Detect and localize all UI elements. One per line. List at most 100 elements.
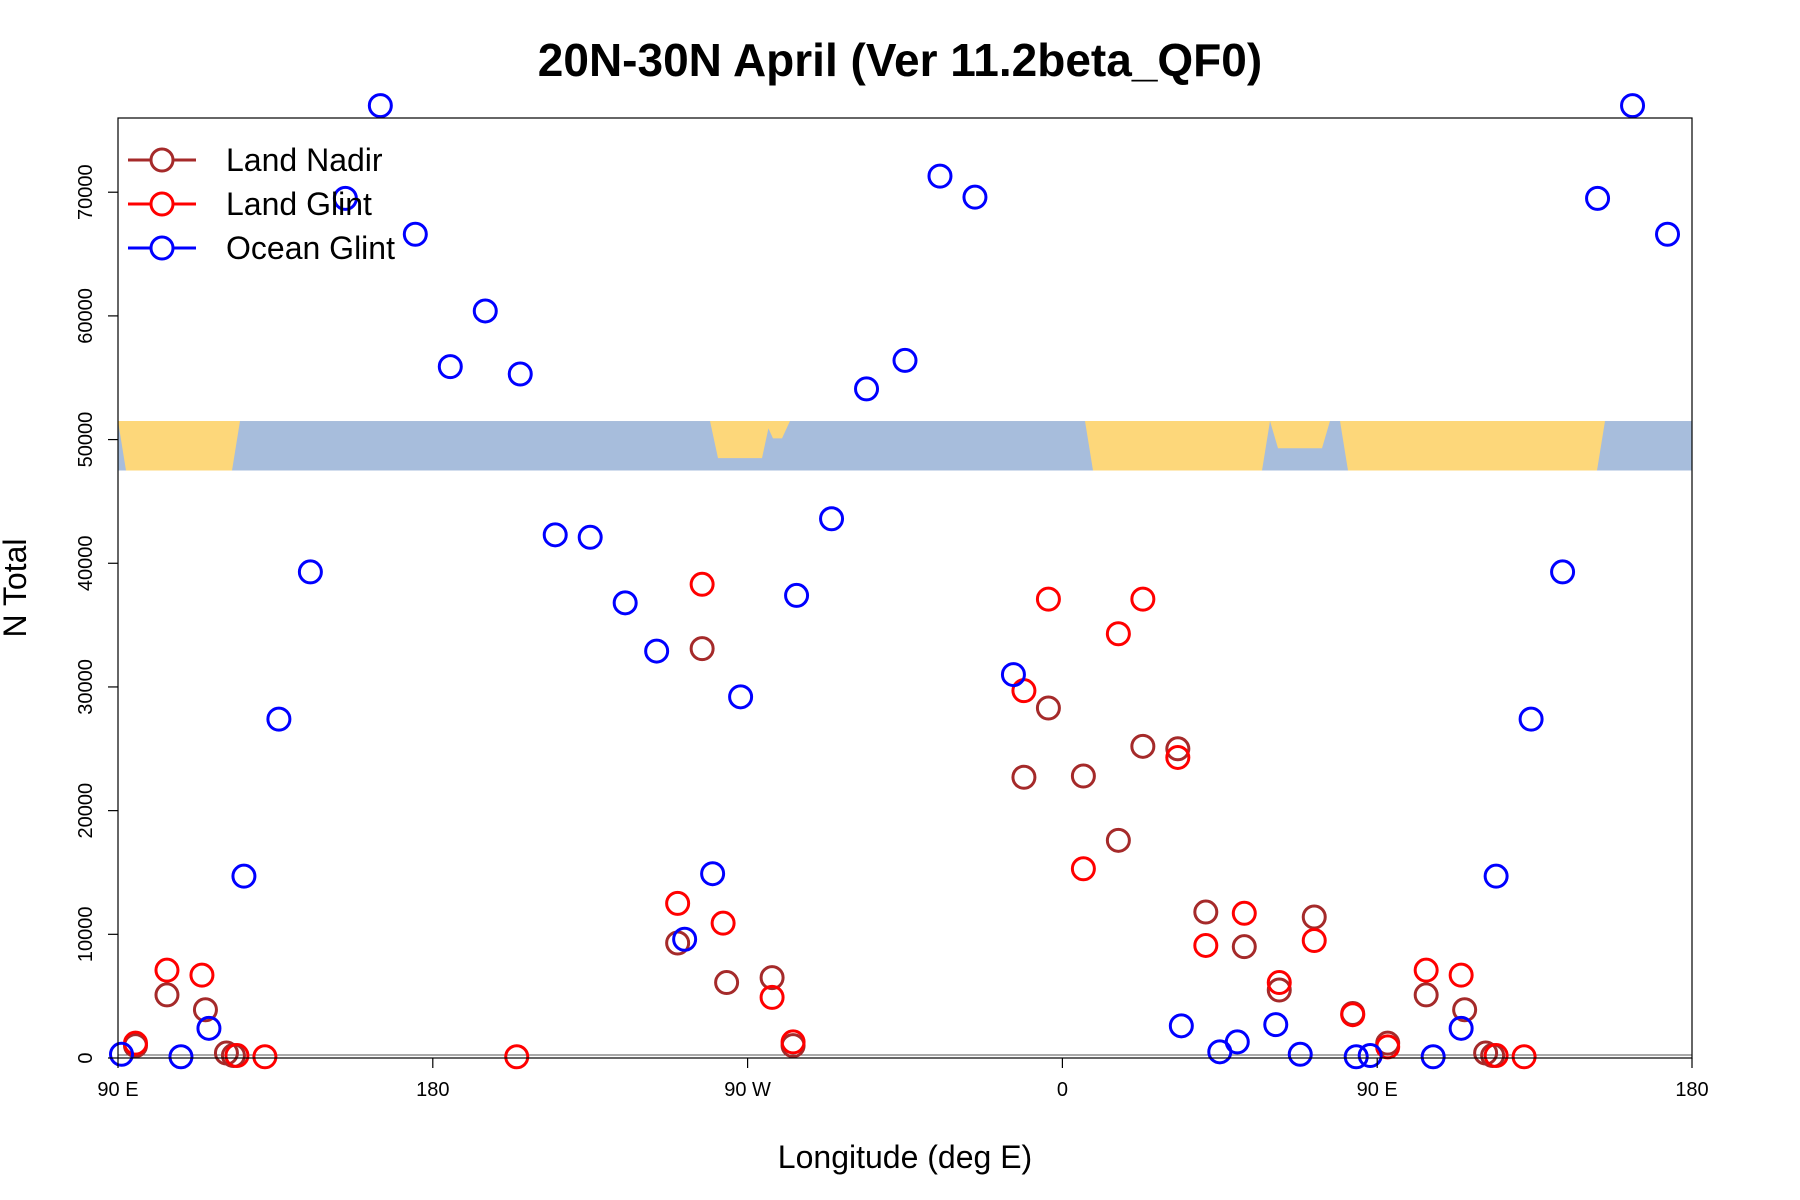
data-point <box>1224 1029 1250 1055</box>
data-point <box>1193 899 1219 925</box>
data-point <box>332 185 358 211</box>
data-point <box>1035 586 1061 612</box>
data-point <box>780 1029 806 1055</box>
data-point <box>665 890 691 916</box>
data-point <box>1287 1041 1313 1067</box>
data-point <box>644 638 670 664</box>
data-point <box>231 863 257 889</box>
data-point <box>402 221 428 247</box>
legend-marker <box>149 147 175 173</box>
data-point <box>1550 559 1576 585</box>
data-point <box>1070 763 1096 789</box>
map-land <box>710 421 770 459</box>
data-point <box>1413 957 1439 983</box>
data-point <box>1420 1044 1446 1070</box>
x-tick-label: 90 W <box>724 1079 771 1101</box>
data-point <box>189 962 215 988</box>
y-axis-label: N Total <box>0 538 33 637</box>
data-point <box>1000 662 1026 688</box>
data-point <box>252 1044 278 1070</box>
data-point <box>714 970 740 996</box>
legend-label: Land Nadir <box>226 142 383 178</box>
data-point <box>1231 934 1257 960</box>
data-point <box>1130 733 1156 759</box>
legend-marker <box>149 191 175 217</box>
x-axis: 90 E 180 90 W 0 90 E 180 <box>97 1058 1709 1101</box>
data-point <box>710 910 736 936</box>
data-point <box>1452 997 1478 1023</box>
map-land <box>1340 421 1605 471</box>
data-point <box>962 184 988 210</box>
data-point <box>759 984 785 1010</box>
data-point <box>1655 221 1681 247</box>
series-land-nadir <box>122 636 1506 1069</box>
data-point <box>1231 900 1257 926</box>
data-point <box>689 571 715 597</box>
y-tick-label: 30000 <box>75 659 97 715</box>
data-point <box>1070 856 1096 882</box>
data-point <box>1343 1044 1369 1070</box>
data-point <box>367 93 393 119</box>
legend-marker <box>149 235 175 261</box>
data-point <box>784 582 810 608</box>
data-point <box>1413 982 1439 1008</box>
map-land <box>765 421 790 439</box>
data-point <box>1340 1002 1366 1028</box>
data-point <box>728 684 754 710</box>
x-axis-label: Longitude (deg E) <box>778 1139 1032 1175</box>
series-ocean-glint <box>108 93 1681 1070</box>
data-point <box>1483 863 1509 889</box>
data-point <box>1165 744 1191 770</box>
data-point <box>1448 962 1474 988</box>
y-tick-label: 50000 <box>75 412 97 468</box>
data-point <box>1168 1013 1194 1039</box>
data-point <box>168 1044 194 1070</box>
data-point <box>927 163 953 189</box>
data-point <box>577 524 603 550</box>
y-axis: 0 10000 20000 30000 40000 50000 60000 70000 <box>75 164 118 1064</box>
y-tick-label: 0 <box>75 1052 97 1063</box>
data-point <box>819 506 845 532</box>
data-point <box>192 997 218 1023</box>
data-point <box>224 1043 250 1069</box>
data-point <box>154 957 180 983</box>
chart-marks <box>108 93 1692 1070</box>
chart-title: 20N-30N April (Ver 11.2beta_QF0) <box>538 34 1262 86</box>
data-point <box>507 361 533 387</box>
data-point <box>437 354 463 380</box>
legend-label: Land Glint <box>226 186 372 222</box>
x-tick-label: 180 <box>416 1079 449 1101</box>
data-point <box>700 861 726 887</box>
data-point <box>689 636 715 662</box>
data-point <box>542 522 568 548</box>
legend: Land Nadir Land Glint Ocean Glint <box>128 142 395 266</box>
legend-label: Ocean Glint <box>226 230 395 266</box>
x-tick-label: 90 E <box>1357 1079 1398 1101</box>
data-point <box>1483 1043 1509 1069</box>
data-point <box>108 1041 134 1067</box>
y-tick-label: 10000 <box>75 907 97 963</box>
y-tick-label: 40000 <box>75 535 97 591</box>
data-point <box>1511 1044 1537 1070</box>
series-land-glint <box>122 571 1537 1070</box>
data-point <box>1130 586 1156 612</box>
data-point <box>1105 621 1131 647</box>
data-point <box>1585 185 1611 211</box>
data-point <box>1011 764 1037 790</box>
data-point <box>672 926 698 952</box>
x-tick-label: 180 <box>1675 1079 1708 1101</box>
data-point <box>297 559 323 585</box>
data-point <box>1266 977 1292 1003</box>
y-tick-label: 60000 <box>75 288 97 344</box>
data-point <box>1193 932 1219 958</box>
data-point <box>196 1015 222 1041</box>
data-point <box>612 590 638 616</box>
data-point <box>472 298 498 324</box>
data-point <box>1165 736 1191 762</box>
data-point <box>1105 827 1131 853</box>
data-point <box>1357 1043 1383 1069</box>
x-tick-label: 0 <box>1057 1079 1068 1101</box>
data-point <box>1263 1012 1289 1038</box>
